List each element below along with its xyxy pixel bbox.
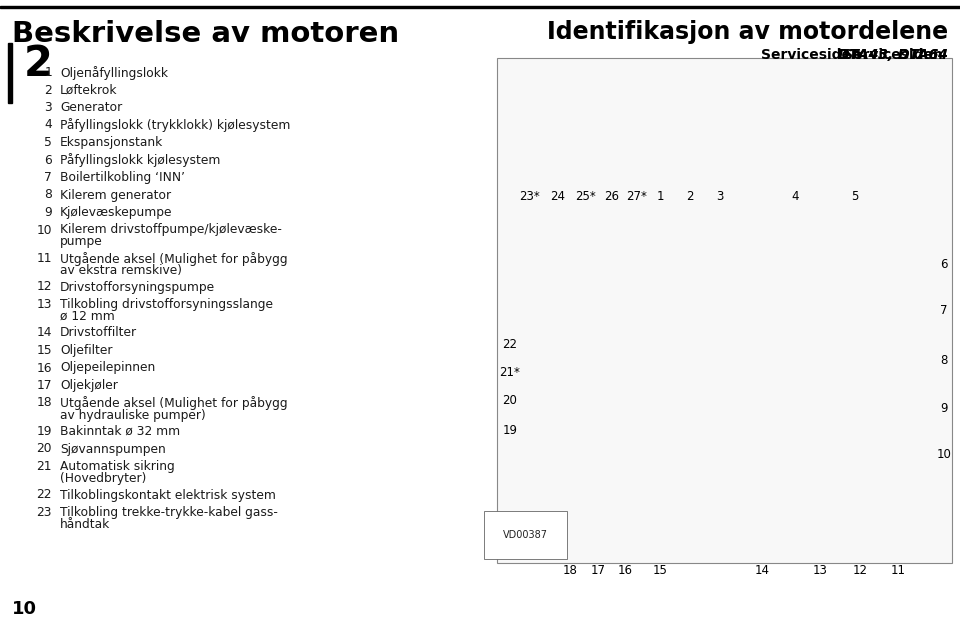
Text: 5: 5 bbox=[852, 189, 858, 202]
Text: DTA43, DTA64: DTA43, DTA64 bbox=[838, 48, 948, 62]
Text: Påfyllingslokk (trykklokk) kjølesystem: Påfyllingslokk (trykklokk) kjølesystem bbox=[60, 119, 290, 133]
Text: ø 12 mm: ø 12 mm bbox=[60, 310, 115, 323]
Text: håndtak: håndtak bbox=[60, 518, 110, 531]
Text: 22: 22 bbox=[502, 339, 517, 352]
Text: 20: 20 bbox=[503, 394, 517, 406]
Text: Påfyllingslokk kjølesystem: Påfyllingslokk kjølesystem bbox=[60, 154, 221, 167]
Text: 23: 23 bbox=[36, 506, 52, 519]
Text: 14: 14 bbox=[755, 563, 770, 577]
Text: 19: 19 bbox=[36, 425, 52, 438]
Text: 7: 7 bbox=[940, 304, 948, 316]
Text: 12: 12 bbox=[36, 281, 52, 293]
Text: Utgående aksel (Mulighet for påbygg: Utgående aksel (Mulighet for påbygg bbox=[60, 252, 288, 266]
Text: Kilerem generator: Kilerem generator bbox=[60, 188, 171, 202]
Text: Ekspansjonstank: Ekspansjonstank bbox=[60, 136, 163, 149]
Text: av hydrauliske pumper): av hydrauliske pumper) bbox=[60, 408, 205, 422]
Text: 11: 11 bbox=[891, 563, 905, 577]
Text: Drivstoffilter: Drivstoffilter bbox=[60, 327, 137, 339]
Text: 18: 18 bbox=[36, 396, 52, 410]
Text: Kjølevæskepumpe: Kjølevæskepumpe bbox=[60, 206, 173, 219]
Text: 27*: 27* bbox=[627, 189, 647, 202]
Text: 15: 15 bbox=[36, 344, 52, 357]
Text: 8: 8 bbox=[940, 353, 948, 366]
Text: 16: 16 bbox=[617, 563, 633, 577]
Bar bbox=[8, 43, 12, 103]
Text: 8: 8 bbox=[44, 188, 52, 202]
Text: 10: 10 bbox=[36, 223, 52, 237]
Text: (Hovedbryter): (Hovedbryter) bbox=[60, 472, 146, 485]
Text: 3: 3 bbox=[44, 101, 52, 114]
Text: av ekstra remskive): av ekstra remskive) bbox=[60, 264, 182, 277]
Text: 2: 2 bbox=[686, 189, 694, 202]
Text: Tilkoblingskontakt elektrisk system: Tilkoblingskontakt elektrisk system bbox=[60, 489, 276, 501]
Text: Drivstofforsyningspumpe: Drivstofforsyningspumpe bbox=[60, 281, 215, 293]
Text: Tilkobling drivstofforsyningsslange: Tilkobling drivstofforsyningsslange bbox=[60, 298, 273, 311]
Text: 10: 10 bbox=[12, 600, 37, 618]
Text: Automatisk sikring: Automatisk sikring bbox=[60, 460, 175, 473]
Text: 4: 4 bbox=[791, 189, 799, 202]
Text: Oljepeilepinnen: Oljepeilepinnen bbox=[60, 362, 156, 375]
Text: 5: 5 bbox=[44, 136, 52, 149]
Text: Boilertilkobling ‘INN’: Boilertilkobling ‘INN’ bbox=[60, 171, 185, 184]
Text: Beskrivelse av motoren: Beskrivelse av motoren bbox=[12, 20, 399, 48]
Text: 17: 17 bbox=[590, 563, 606, 577]
Text: 1: 1 bbox=[657, 189, 663, 202]
Text: Kilerem drivstoffpumpe/kjølevæske-: Kilerem drivstoffpumpe/kjølevæske- bbox=[60, 223, 282, 237]
Text: 25*: 25* bbox=[575, 189, 595, 202]
Text: Identifikasjon av motordelene: Identifikasjon av motordelene bbox=[547, 20, 948, 44]
Text: 17: 17 bbox=[36, 379, 52, 392]
Text: 12: 12 bbox=[852, 563, 868, 577]
Text: 10: 10 bbox=[937, 449, 951, 461]
Bar bbox=[0, 6, 960, 8]
Text: 1: 1 bbox=[44, 66, 52, 79]
Text: Sjøvannspumpen: Sjøvannspumpen bbox=[60, 443, 166, 456]
Text: 16: 16 bbox=[36, 362, 52, 375]
Text: 19: 19 bbox=[502, 424, 517, 436]
Text: 21*: 21* bbox=[499, 366, 520, 378]
Text: 21: 21 bbox=[36, 460, 52, 473]
Text: 7: 7 bbox=[44, 171, 52, 184]
Text: 2: 2 bbox=[24, 43, 53, 85]
Text: 13: 13 bbox=[812, 563, 828, 577]
Bar bbox=[497, 58, 952, 563]
Text: 9: 9 bbox=[44, 206, 52, 219]
Text: VD00387: VD00387 bbox=[503, 530, 548, 540]
Text: 23*: 23* bbox=[519, 189, 540, 202]
Text: Bakinntak ø 32 mm: Bakinntak ø 32 mm bbox=[60, 425, 180, 438]
Text: 18: 18 bbox=[563, 563, 577, 577]
Text: 24: 24 bbox=[550, 189, 565, 202]
Text: 6: 6 bbox=[940, 258, 948, 272]
Text: 2: 2 bbox=[44, 84, 52, 96]
Text: 13: 13 bbox=[36, 298, 52, 311]
Text: Oljeпåfyllingslokk: Oljeпåfyllingslokk bbox=[60, 66, 168, 80]
Text: 11: 11 bbox=[36, 252, 52, 265]
Text: Utgående aksel (Mulighet for påbygg: Utgående aksel (Mulighet for påbygg bbox=[60, 396, 288, 410]
Text: 4: 4 bbox=[44, 119, 52, 131]
Text: DTA43, DTA64: DTA43, DTA64 bbox=[838, 48, 948, 62]
Text: 9: 9 bbox=[940, 401, 948, 415]
Text: Oljekjøler: Oljekjøler bbox=[60, 379, 118, 392]
Text: Servicesiden: Servicesiden bbox=[843, 48, 948, 62]
Text: 26: 26 bbox=[605, 189, 619, 202]
Text: Løftekrok: Løftekrok bbox=[60, 84, 117, 96]
Text: pumpe: pumpe bbox=[60, 235, 103, 248]
Text: 14: 14 bbox=[36, 327, 52, 339]
Text: Oljefilter: Oljefilter bbox=[60, 344, 112, 357]
Text: 22: 22 bbox=[36, 489, 52, 501]
Text: 6: 6 bbox=[44, 154, 52, 167]
Text: 15: 15 bbox=[653, 563, 667, 577]
Text: Tilkobling trekke-trykke-kabel gass-: Tilkobling trekke-trykke-kabel gass- bbox=[60, 506, 277, 519]
Text: 20: 20 bbox=[36, 443, 52, 456]
Text: Generator: Generator bbox=[60, 101, 122, 114]
Text: Servicesiden: Servicesiden bbox=[761, 48, 866, 62]
Text: 3: 3 bbox=[716, 189, 724, 202]
